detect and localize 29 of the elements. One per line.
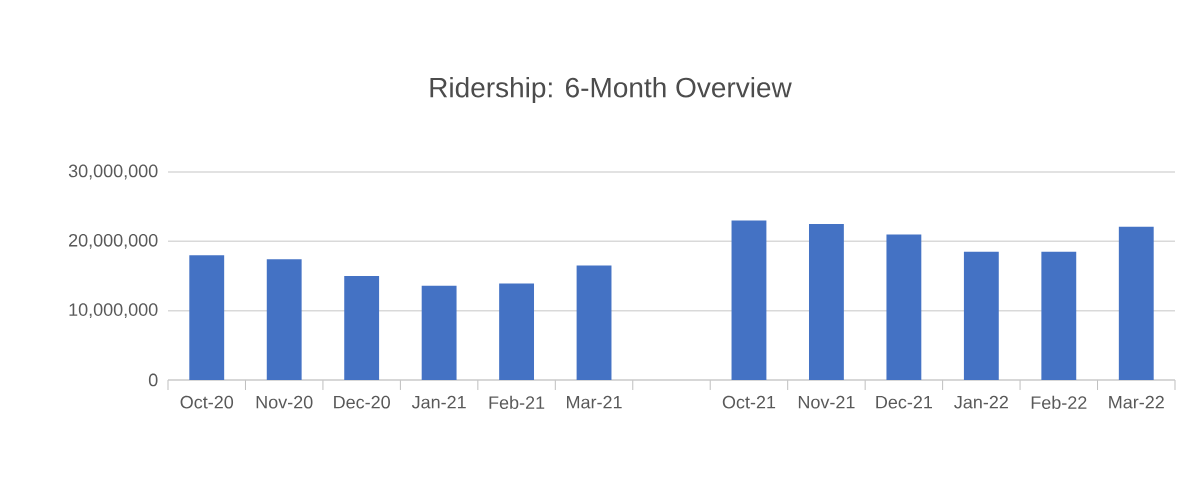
bar [1041,251,1077,380]
bar [266,259,302,380]
y-tick-label: 10,000,000 [69,303,158,319]
x-tick-label: Dec-21 [876,395,933,409]
bar [576,265,612,380]
x-tick-label: Mar-21 [567,395,622,409]
x-tick-label: Jan-21 [411,395,466,409]
x-tick-label: Feb-22 [1031,395,1087,409]
bar [1118,226,1154,380]
bar [344,275,380,380]
x-tick-label: Oct-20 [180,395,234,409]
bar [421,285,457,380]
bar [963,251,999,380]
x-tick-label: Feb-21 [489,395,545,409]
x-tick-label: Jan-22 [954,395,1008,409]
y-tick-label: 0 [148,373,158,387]
x-tick-label: Nov-20 [256,395,313,409]
y-tick-label: 30,000,000 [68,164,158,180]
bar [189,255,225,380]
bar [731,220,767,380]
bar [886,234,922,380]
bar [499,283,535,380]
x-tick-label: Oct-21 [722,395,776,409]
x-tick-label: Mar-22 [1109,395,1164,409]
x-tick-label: Dec-20 [334,395,390,409]
y-tick-label: 20,000,000 [69,233,158,249]
chart-title: Ridership: 6-Month Overview [430,76,792,104]
bar [809,223,844,380]
x-tick-label: Nov-21 [798,395,855,409]
